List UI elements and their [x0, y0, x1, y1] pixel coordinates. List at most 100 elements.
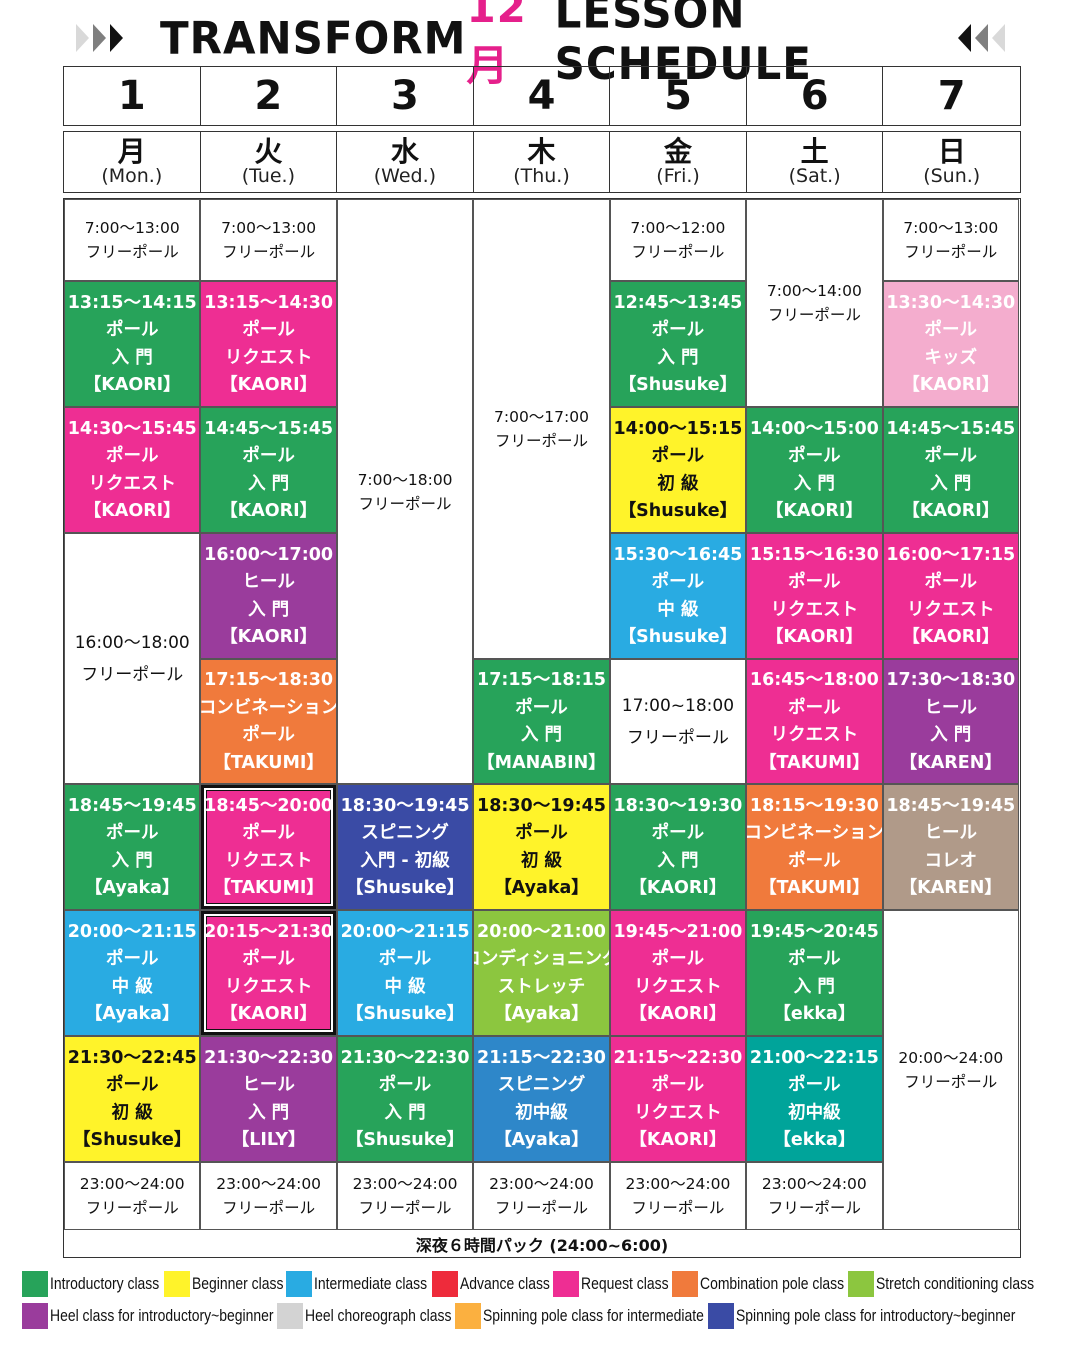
lesson-instructor: 【KAORI】	[629, 878, 727, 899]
weekday-english: (Thu.)	[513, 165, 570, 187]
legend-swatch	[22, 1303, 48, 1329]
free-pole-label: フリーポール	[85, 243, 179, 261]
lesson-time: 21:15〜22:30	[477, 1047, 606, 1068]
schedule-cell-sun-3: 14:45〜15:45 ポール入 門【KAORI】	[882, 407, 1019, 533]
legend-label: Request class	[581, 1274, 669, 1293]
lesson-time: 19:45〜21:00	[613, 921, 743, 942]
schedule-cell-wed-4: 21:30〜22:30 ポール入 門【Shusuke】	[336, 1036, 474, 1162]
lesson-level: 入 門	[793, 976, 835, 997]
lesson-instructor: 【Ayaka】	[84, 1004, 180, 1025]
date-row: 1 2 3 4 5 6 7	[63, 66, 1021, 126]
header: TRANSFORM 12月 LESSON SCHEDULE	[0, 0, 1080, 90]
lesson-time: 14:00〜15:00	[749, 418, 879, 439]
free-pole-label: フリーポール	[904, 243, 998, 261]
lesson-type: コンビネーション	[200, 697, 337, 718]
lesson-type: ポール	[788, 697, 841, 718]
lesson-instructor: 【Shusuke】	[618, 627, 738, 648]
lesson-level: 入 門	[520, 725, 563, 746]
legend-label: Stretch conditioning class	[876, 1274, 1035, 1293]
legend-swatch	[163, 1271, 190, 1297]
free-pole-time: 7:00〜13:00	[221, 219, 317, 237]
lesson-time: 18:30〜19:45	[340, 795, 470, 816]
schedule-cell-mon-1: 7:00〜13:00 フリーポール	[64, 199, 201, 281]
lesson-level: 入 門	[248, 473, 290, 494]
lesson-level: 入門 - 初級	[360, 850, 450, 871]
lesson-time: 20:15〜21:30	[204, 921, 334, 942]
schedule-cell-fri-5: 17:00~18:00 フリーポール	[609, 659, 747, 784]
lesson-type: ポール	[924, 320, 978, 341]
lesson-type: ヒール	[242, 1075, 295, 1096]
weekday-kanji: 金	[664, 135, 693, 168]
lesson-level: ストレッチ	[497, 976, 586, 997]
lesson-type: ポール	[651, 949, 705, 970]
lesson-type: ポール	[924, 446, 978, 467]
lesson-level: 初 級	[657, 473, 699, 494]
date-cell: 6	[747, 67, 884, 125]
lesson-instructor: 【ekka】	[773, 1004, 856, 1025]
weekday-kanji: 火	[254, 135, 283, 168]
schedule-cell-thu-2: 17:15〜18:15 ポール入 門【MANABIN】	[473, 659, 610, 784]
lesson-instructor: 【KAORI】	[83, 501, 181, 522]
schedule-cell-wed-2: 18:30〜19:45 スピニング 入門 - 初級 【Shusuke】	[336, 784, 474, 910]
lesson-time: 19:45〜20:45	[749, 921, 879, 942]
schedule-cell-fri-2: 12:45〜13:45 ポール入 門【Shusuke】	[609, 281, 747, 407]
free-pole-time: 20:00〜24:00	[898, 1049, 1004, 1067]
lesson-time: 14:30〜15:45	[67, 418, 197, 439]
lesson-instructor: 【TAKUMI】	[759, 752, 870, 773]
schedule-cell-sat-5: 18:15〜19:30 コンビネーション ポール 【TAKUMI】	[746, 784, 883, 910]
lesson-type: ポール	[651, 572, 705, 593]
lesson-instructor: 【KAORI】	[220, 375, 318, 396]
lesson-level: 初中級	[515, 1102, 568, 1123]
legend-swatch	[286, 1271, 313, 1297]
lesson-level: 入 門	[657, 850, 699, 871]
lesson-instructor: 【MANABIN】	[477, 752, 606, 773]
lesson-level: キッズ	[924, 347, 978, 368]
lesson-type: ポール	[515, 697, 568, 718]
lesson-instructor: 【KAORI】	[629, 1004, 727, 1025]
lesson-type: ポール	[515, 823, 568, 844]
free-pole-time: 23:00〜24:00	[761, 1175, 867, 1193]
lesson-time: 20:00〜21:15	[340, 921, 470, 942]
weekday-kanji: 木	[527, 135, 556, 168]
lesson-type: ヒール	[924, 697, 978, 718]
lesson-type: ポール	[924, 572, 978, 593]
schedule-cell-thu-1: 7:00〜17:00 フリーポール	[473, 199, 610, 659]
right-arrows-decoration	[958, 24, 1005, 52]
schedule-cell-fri-6: 18:30〜19:30 ポール入 門【KAORI】	[609, 784, 747, 910]
lesson-time: 21:00〜22:15	[749, 1047, 879, 1068]
lesson-time: 14:45〜15:45	[886, 418, 1016, 439]
lesson-level: ポール	[788, 850, 841, 871]
legend-item: Advance class	[431, 1271, 549, 1297]
free-pole-time: 7:00〜13:00	[903, 219, 999, 237]
lesson-time: 16:00〜17:00	[204, 544, 334, 565]
free-pole-label: フリーポール	[767, 1199, 861, 1217]
legend-item: Intermediate class	[286, 1271, 428, 1297]
schedule-cell-sat-2: 14:00〜15:00 ポール入 門【KAORI】	[746, 407, 883, 533]
weekday-cell: 金 (Fri.)	[610, 132, 747, 192]
arrow-left-icon	[975, 24, 988, 52]
lesson-instructor: 【KAORI】	[220, 627, 318, 648]
legend-label: Spinning pole class for introductory~beg…	[736, 1306, 1016, 1325]
lesson-type: ポール	[242, 823, 295, 844]
schedule-cell-fri-4: 15:30〜16:45 ポール中 級【Shusuke】	[609, 533, 747, 659]
lesson-instructor: 【Shusuke】	[345, 1004, 465, 1025]
free-pole-label: フリーポール	[631, 243, 725, 261]
schedule-cell-mon-2: 13:15〜14:15 ポール入 門【KAORI】	[64, 281, 201, 407]
legend-swatch	[848, 1271, 875, 1297]
legend-swatch	[277, 1303, 304, 1329]
schedule-cell-thu-4: 20:00〜21:00 コンディショニングストレッチ【Ayaka】	[473, 910, 610, 1036]
weekday-cell: 土 (Sat.)	[747, 132, 884, 192]
lesson-time: 21:15〜22:30	[613, 1047, 743, 1068]
legend-swatch	[708, 1303, 735, 1329]
lesson-instructor: 【LILY】	[231, 1130, 306, 1151]
lesson-instructor: 【KAREN】	[899, 878, 1002, 899]
schedule-cell-tue-7: 20:15〜21:30 ポール リクエスト 【KAORI】	[200, 910, 337, 1036]
legend: Introductory class Beginner class Intermed…	[22, 1268, 1072, 1332]
lesson-level: 入 門	[793, 473, 835, 494]
lesson-instructor: 【KAORI】	[902, 375, 1000, 396]
legend-label: Introductory class	[50, 1274, 160, 1293]
free-pole-time: 7:00〜17:00	[494, 408, 589, 426]
schedule-cell-wed-3: 20:00〜21:15 ポール中 級【Shusuke】	[336, 910, 474, 1036]
legend-swatch	[431, 1271, 458, 1297]
schedule-cell-wed-5: 23:00〜24:00 フリーポール	[336, 1162, 474, 1230]
